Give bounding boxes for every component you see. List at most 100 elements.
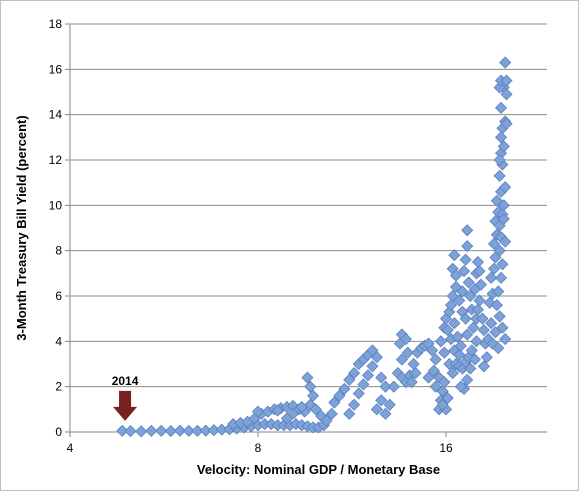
data-point — [487, 262, 501, 275]
data-point — [357, 378, 370, 391]
data-point — [366, 360, 379, 373]
tick-labels: 0 2 4 6 8 10 12 14 16 18 4 8 16 — [49, 17, 453, 455]
data-point — [474, 278, 488, 291]
data-point — [251, 405, 265, 418]
data-point — [493, 310, 506, 323]
y-tick-label: 14 — [49, 108, 63, 122]
data-point — [375, 394, 388, 407]
data-point — [477, 323, 490, 337]
data-point — [480, 351, 493, 364]
data-point — [145, 424, 158, 437]
data-point — [155, 424, 168, 437]
data-point — [352, 387, 365, 400]
data-point — [499, 333, 512, 346]
data-point — [461, 328, 474, 341]
data-point — [409, 367, 422, 380]
data-point — [173, 424, 187, 437]
data-point — [333, 389, 346, 402]
data-point — [473, 265, 486, 278]
data-point — [347, 398, 361, 411]
data-point — [454, 380, 467, 393]
down-arrow-icon — [113, 390, 138, 421]
data-point — [471, 255, 485, 269]
scatter-points — [116, 56, 513, 438]
y-tick-label: 12 — [49, 153, 63, 167]
data-point — [434, 335, 447, 348]
data-point — [441, 323, 454, 337]
y-tick-label: 4 — [55, 334, 62, 348]
data-point — [496, 258, 509, 271]
data-point — [395, 353, 408, 366]
data-point — [304, 380, 317, 393]
y-axis-title: 3-Month Treasury Bill Yield (percent) — [14, 115, 29, 340]
y-tick-label: 2 — [55, 380, 62, 394]
y-tick-label: 6 — [55, 289, 62, 303]
data-point — [490, 299, 503, 312]
data-point — [441, 391, 454, 405]
data-point — [494, 101, 508, 114]
data-point — [191, 424, 204, 437]
data-point — [444, 299, 458, 312]
data-point — [462, 276, 475, 289]
data-point — [459, 312, 472, 325]
data-point — [182, 424, 195, 437]
data-point — [116, 424, 129, 437]
data-point — [453, 294, 466, 307]
data-point — [383, 398, 396, 411]
data-point — [164, 425, 177, 438]
data-point — [379, 380, 392, 393]
data-point — [338, 382, 351, 395]
data-point — [375, 371, 388, 384]
data-point — [454, 339, 467, 352]
data-point — [309, 403, 322, 416]
x-tick-label: 16 — [439, 441, 453, 455]
data-point — [401, 346, 414, 359]
data-point — [387, 380, 400, 393]
data-point — [467, 321, 480, 334]
data-point — [280, 412, 293, 425]
data-point — [497, 140, 510, 153]
data-point — [499, 235, 512, 248]
annotations: 2014 — [112, 374, 139, 421]
data-point — [477, 360, 490, 373]
data-point — [436, 398, 449, 411]
data-point — [493, 169, 506, 182]
data-point — [438, 346, 451, 359]
data-point — [492, 342, 505, 355]
data-point — [422, 371, 435, 384]
x-tick-label: 4 — [67, 441, 74, 455]
x-axis-title: Velocity: Nominal GDP / Monetary Base — [197, 462, 440, 477]
data-point — [135, 425, 148, 438]
data-point — [464, 362, 477, 375]
data-point — [476, 312, 489, 325]
data-point — [426, 344, 439, 357]
data-point — [492, 285, 505, 298]
y-tick-label: 16 — [49, 62, 63, 76]
data-point — [470, 335, 483, 348]
data-point — [461, 240, 474, 253]
data-point — [343, 373, 356, 386]
data-point — [494, 131, 508, 144]
data-point — [429, 353, 442, 366]
data-point — [446, 367, 459, 380]
data-point — [295, 401, 308, 414]
data-point — [427, 364, 440, 377]
data-point — [500, 74, 513, 87]
data-point — [451, 330, 464, 343]
data-point — [499, 56, 512, 69]
data-point — [497, 212, 510, 225]
data-point — [448, 317, 461, 330]
data-point — [489, 326, 502, 339]
data-point — [325, 407, 338, 420]
data-point — [457, 265, 471, 278]
gridlines — [70, 23, 547, 388]
data-point — [485, 271, 498, 284]
x-tick-label: 8 — [255, 441, 262, 455]
data-point — [449, 269, 463, 282]
y-tick-label: 8 — [55, 244, 62, 258]
data-point — [473, 294, 486, 307]
data-point — [487, 237, 501, 250]
data-point — [499, 181, 512, 194]
data-point — [320, 414, 333, 427]
